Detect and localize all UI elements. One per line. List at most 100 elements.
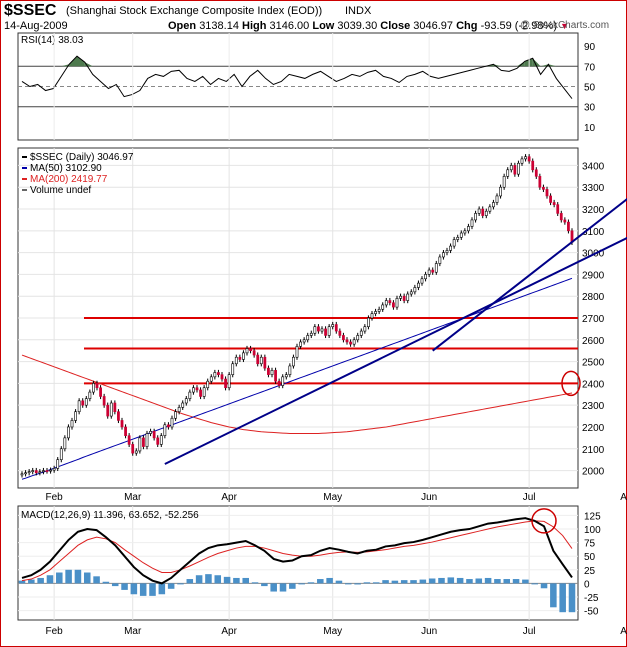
candle-body	[409, 291, 413, 295]
trendline	[164, 236, 627, 465]
candle-body	[181, 402, 185, 408]
candle-body	[506, 169, 510, 177]
macd-histogram-bar	[503, 579, 511, 584]
candle-body	[52, 468, 56, 471]
candle-body	[359, 330, 363, 336]
price-x-tick-label: Jul	[523, 492, 536, 503]
candle-body	[531, 160, 535, 171]
candle-body	[234, 356, 238, 365]
candle-body	[474, 213, 477, 221]
candle-body	[127, 435, 131, 445]
candle-body	[345, 339, 349, 343]
rsi-legend: RSI(14) 38.03	[21, 35, 84, 46]
candle-body	[349, 341, 352, 345]
candle-body	[70, 420, 74, 428]
candle-body	[542, 186, 545, 190]
candle-body	[327, 326, 331, 336]
close-label: Close	[380, 20, 411, 32]
macd-histogram-bar	[83, 572, 91, 584]
candle-body	[456, 237, 460, 240]
candle-body	[470, 219, 474, 227]
candle-body	[259, 356, 263, 365]
macd-histogram-bar	[522, 579, 529, 584]
candle-body	[317, 326, 320, 332]
price-tick-label: 2100	[582, 445, 605, 456]
candle-body	[142, 437, 145, 447]
candle-body	[74, 411, 77, 421]
low-label: Low	[312, 20, 335, 32]
candle-body	[56, 459, 60, 469]
macd-histogram-bar	[279, 583, 287, 592]
candle-body	[267, 367, 270, 375]
macd-x-tick-label: Jun	[421, 626, 437, 637]
header-exchange: INDX	[345, 5, 372, 17]
candle-body	[524, 156, 527, 160]
candle-body	[102, 396, 106, 406]
open-label: Open	[168, 20, 197, 32]
candle-body	[452, 239, 456, 247]
candle-body	[563, 219, 567, 223]
macd-histogram-bar	[121, 583, 128, 590]
candle-body	[231, 363, 235, 375]
candle-body	[509, 165, 513, 171]
candle-body	[149, 431, 152, 434]
chg-value: -93.59 (-2.98%)	[480, 20, 557, 32]
macd-histogram-bar	[261, 583, 268, 587]
candle-body	[106, 404, 110, 417]
candle-body	[163, 424, 167, 436]
candle-body	[245, 348, 249, 354]
price-legend-entry: MA(200) 2419.77	[30, 174, 108, 185]
low-value: 3039.30	[337, 20, 378, 32]
header-symbol: $SSEC	[4, 2, 57, 19]
high-label: High	[242, 20, 267, 32]
candle-body	[438, 256, 442, 264]
candle-body	[306, 335, 310, 341]
candle-body	[131, 444, 135, 454]
candle-body	[152, 431, 156, 439]
candle-body	[174, 411, 177, 419]
candle-body	[202, 387, 206, 397]
candle-body	[220, 374, 224, 380]
price-tick-label: 3200	[582, 205, 605, 216]
macd-histogram-bar	[428, 578, 436, 584]
price-legend-entry: $SSEC (Daily) 3046.97	[30, 152, 134, 163]
candle-body	[95, 383, 99, 389]
rsi-tick-label: 50	[584, 83, 596, 94]
candle-body	[463, 230, 467, 234]
copyright: @ StockCharts.com	[520, 20, 610, 31]
close-value: 3046.97	[413, 20, 454, 32]
macd-histogram-bar	[456, 577, 464, 584]
rsi-tick-label: 30	[584, 103, 596, 114]
macd-histogram-bar	[484, 577, 492, 584]
candle-body	[84, 398, 88, 406]
candle-body	[520, 158, 524, 164]
candle-body	[109, 402, 113, 417]
candle-body	[342, 335, 345, 341]
candle-body	[88, 391, 92, 399]
candle-body	[63, 437, 67, 450]
macd-histogram-bar	[46, 575, 54, 584]
macd-tick-label: -50	[584, 607, 599, 618]
macd-histogram-bar	[475, 578, 483, 584]
price-x-tick-label: Mar	[124, 492, 142, 503]
rsi-overbought-fill	[77, 56, 85, 67]
candle-body	[252, 350, 256, 356]
macd-histogram-bar	[102, 581, 110, 584]
macd-histogram-bar	[512, 579, 520, 584]
candle-body	[238, 356, 242, 360]
down-arrow-icon: ▼	[560, 21, 569, 31]
rsi-overbought-fill	[532, 58, 541, 67]
ma50-line	[21, 277, 573, 480]
macd-histogram-bar	[186, 579, 194, 584]
price-legend-entry: Volume undef	[30, 185, 91, 196]
candle-body	[334, 324, 338, 332]
macd-histogram-bar	[317, 579, 324, 584]
candle-body	[31, 470, 35, 472]
macd-histogram-bar	[345, 583, 352, 585]
macd-legend: MACD(12,26,9) 11.396, 63.652, -52.256	[21, 510, 199, 521]
macd-histogram-bar	[65, 569, 72, 584]
candle-body	[170, 417, 174, 428]
macd-histogram-bar	[233, 577, 240, 584]
macd-x-tick-label: Mar	[124, 626, 142, 637]
